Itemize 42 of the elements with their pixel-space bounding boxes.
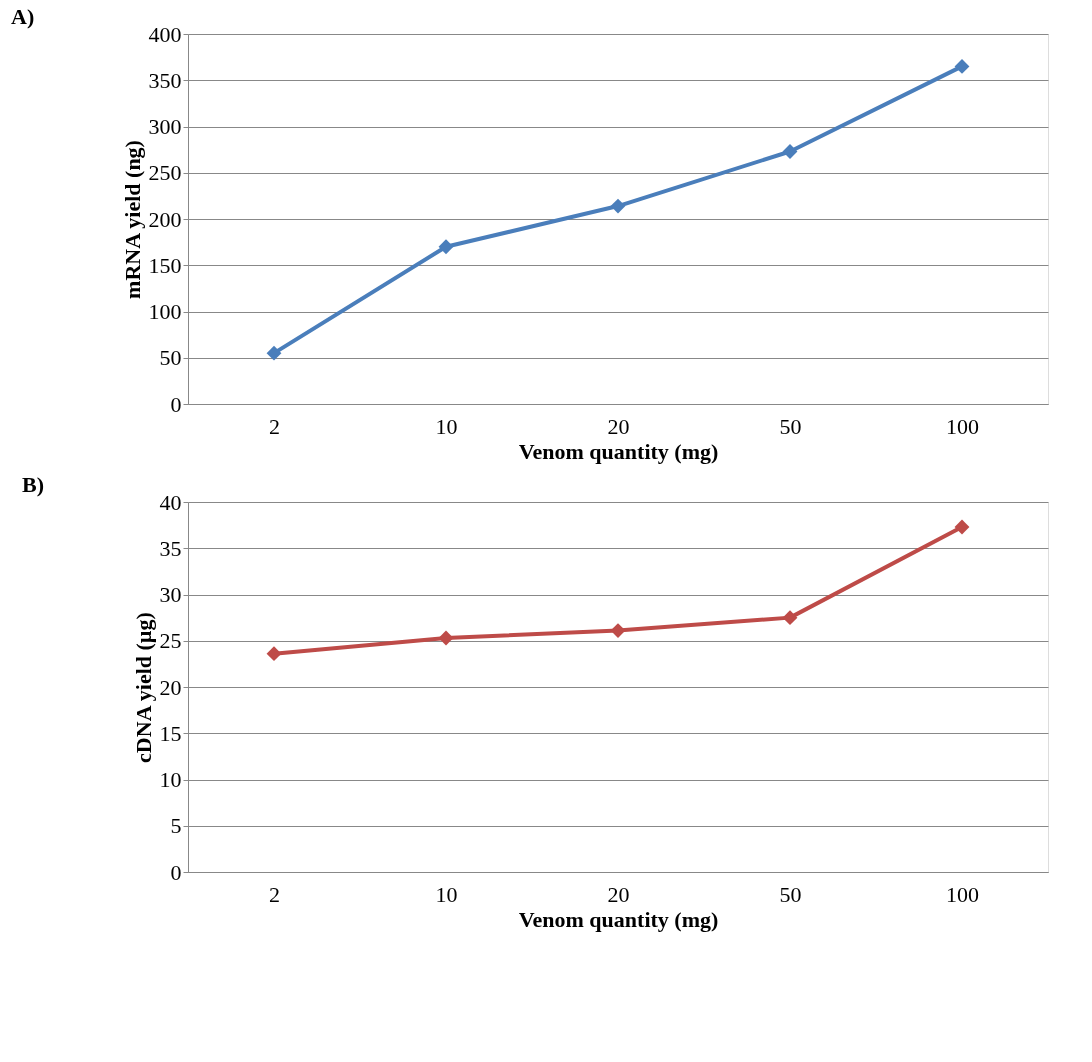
x-tick-label: 20 [607,881,630,907]
x-axis-title: Venom quantity (mg) [518,906,719,932]
y-axis-title: cDNA yield (µg) [130,612,156,763]
point [438,239,454,255]
y-tick-label: 100 [148,299,182,324]
y-tick-label: 35 [159,535,182,561]
x-tick-label: 10 [435,881,458,907]
point [266,646,282,662]
y-tick-label: 400 [148,21,182,47]
y-tick-label: 0 [170,859,182,885]
y-tick-label: 200 [148,206,182,232]
y-tick-label: 350 [148,67,182,93]
x-tick-label: 100 [946,413,979,439]
y-tick-label: 40 [159,489,182,515]
x-tick-label: 10 [435,413,458,439]
x-tick-label: 2 [269,881,280,907]
y-tick-label: 300 [148,114,182,139]
x-tick-label: 100 [946,881,979,907]
y-tick-label: 10 [159,767,182,792]
y-tick-label: 0 [170,391,182,417]
point [954,58,970,74]
point [266,345,282,361]
x-tick-label: 50 [779,881,802,907]
point [610,198,626,214]
y-tick-label: 150 [148,252,182,278]
text: A) [11,4,35,29]
y-tick-label: 250 [148,160,182,186]
y-axis-title: mRNA yield (ng) [119,140,145,299]
y-tick-label: 30 [159,582,182,607]
x-tick-label: 20 [607,413,630,439]
x-tick-label: 2 [269,413,280,439]
y-tick-label: 50 [159,345,182,371]
text: B) [22,472,44,497]
y-tick-label: 15 [159,720,182,746]
point [438,630,454,646]
y-tick-label: 5 [170,813,182,839]
point [782,610,798,626]
point [954,519,970,535]
x-tick-label: 50 [779,413,802,439]
y-tick-label: 25 [159,628,182,654]
x-axis-title: Venom quantity (mg) [518,438,719,464]
y-tick-label: 20 [159,674,182,700]
